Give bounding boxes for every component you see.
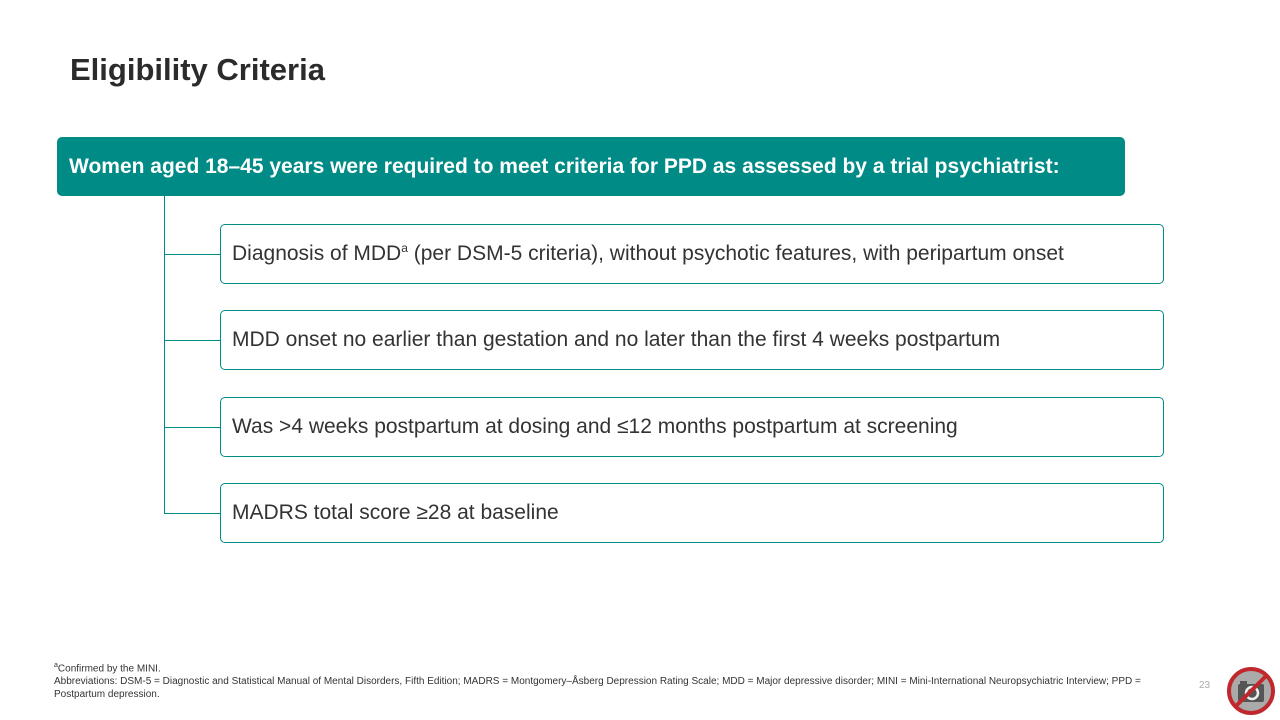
tree-connector-vertical [164,196,165,514]
criterion-box: MDD onset no earlier than gestation and … [220,310,1164,370]
criterion-box: Was >4 weeks postpartum at dosing and ≤1… [220,397,1164,457]
footnote-marker: a [401,241,408,255]
footnotes: aConfirmed by the MINI. Abbreviations: D… [54,659,1174,701]
criterion-text: (per DSM-5 criteria), without psychotic … [407,242,1064,265]
criterion-text: Diagnosis of MDD [232,242,402,265]
tree-connector-branch [164,427,221,428]
criteria-header: Women aged 18–45 years were required to … [57,137,1125,196]
footnote-text: Confirmed by the MINI. [57,663,161,675]
criterion-text: MADRS total score ≥28 at baseline [232,501,559,524]
footnote-a: aConfirmed by the MINI. [54,659,1174,675]
page-number: 23 [1199,680,1211,691]
criterion-box: Diagnosis of MDDa (per DSM-5 criteria), … [220,224,1164,284]
criterion-box: MADRS total score ≥28 at baseline [220,483,1164,543]
footnote-marker: a [54,662,58,669]
tree-connector-branch [164,340,221,341]
tree-connector-branch [164,513,221,514]
abbreviations: Abbreviations: DSM-5 = Diagnostic and St… [54,676,1141,701]
criterion-text: Was >4 weeks postpartum at dosing and ≤1… [232,415,958,438]
tree-connector-branch [164,254,221,255]
criterion-text: MDD onset no earlier than gestation and … [232,328,1001,351]
slide-title: Eligibility Criteria [70,52,325,87]
no-camera-icon [1227,667,1275,715]
